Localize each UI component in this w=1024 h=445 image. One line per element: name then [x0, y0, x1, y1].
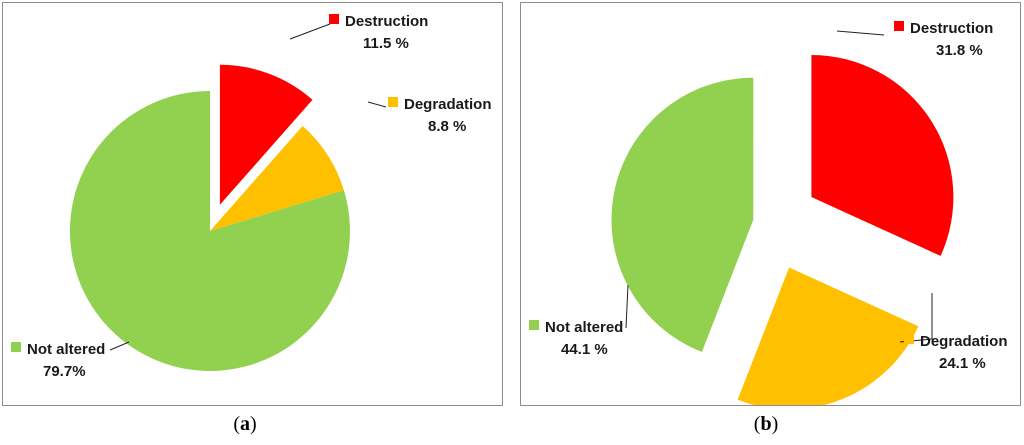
pie-b-slice-not-altered	[611, 77, 754, 352]
pie-a-legend-key-degradation	[388, 97, 398, 107]
pie-b-label-not-altered: Not altered	[545, 319, 623, 336]
pie-b-slice-degradation	[737, 267, 919, 405]
pie-a-value-degradation: 8.8 %	[428, 118, 466, 135]
pie-a-legend-key-not-altered	[11, 342, 21, 352]
pie-a-label-degradation: Degradation	[404, 96, 492, 113]
pie-b-label-destruction: Destruction	[910, 20, 993, 37]
pie-a-value-not-altered: 79.7%	[43, 363, 86, 380]
panel-caption-a: (a)	[233, 413, 257, 435]
pie-b-value-destruction: 31.8 %	[936, 42, 983, 59]
pie-chart-a-svg: Destruction 11.5 % Degradation 8.8 % Not alt…	[11, 13, 492, 380]
pie-a-slice-destruction	[219, 64, 313, 205]
pie-b-value-not-altered: 44.1 %	[561, 341, 608, 358]
pie-a-leader-line-degradation	[367, 101, 387, 108]
panel-caption-a-letter: a	[240, 413, 250, 435]
pie-b-legend-key-degradation	[904, 334, 914, 344]
panel-caption-b-letter: b	[760, 413, 772, 435]
pie-chart-b-svg: Destruction 31.8 % Degradation 24.1 % Not al…	[529, 20, 1008, 405]
pie-a-label-not-altered: Not altered	[27, 341, 105, 358]
pie-b-slice-destruction	[811, 55, 954, 256]
pie-b-legend-key-destruction	[894, 21, 904, 31]
pie-b-label-degradation: Degradation	[920, 333, 1008, 350]
pie-b-leader-line-not-altered	[625, 284, 629, 329]
pie-a-leader-line-destruction	[289, 23, 331, 40]
panel-caption-b: (b)	[753, 413, 779, 435]
pie-chart-a: Destruction 11.5 % Degradation 8.8 % Not alt…	[2, 2, 503, 406]
pie-a-slice-degradation	[210, 126, 344, 231]
pie-a-label-destruction: Destruction	[345, 13, 428, 30]
pie-a-value-destruction: 11.5 %	[363, 35, 409, 52]
pie-b-legend-key-not-altered	[529, 320, 539, 330]
pie-chart-b: Destruction 31.8 % Degradation 24.1 % Not al…	[520, 2, 1021, 406]
pie-a-legend-key-destruction	[329, 14, 339, 24]
pie-b-leader-line-destruction	[836, 30, 885, 36]
pie-a-slice-not-altered	[69, 90, 350, 371]
pie-b-value-degradation: 24.1 %	[939, 355, 986, 372]
pie-a-leader-line-not-altered	[109, 341, 130, 351]
